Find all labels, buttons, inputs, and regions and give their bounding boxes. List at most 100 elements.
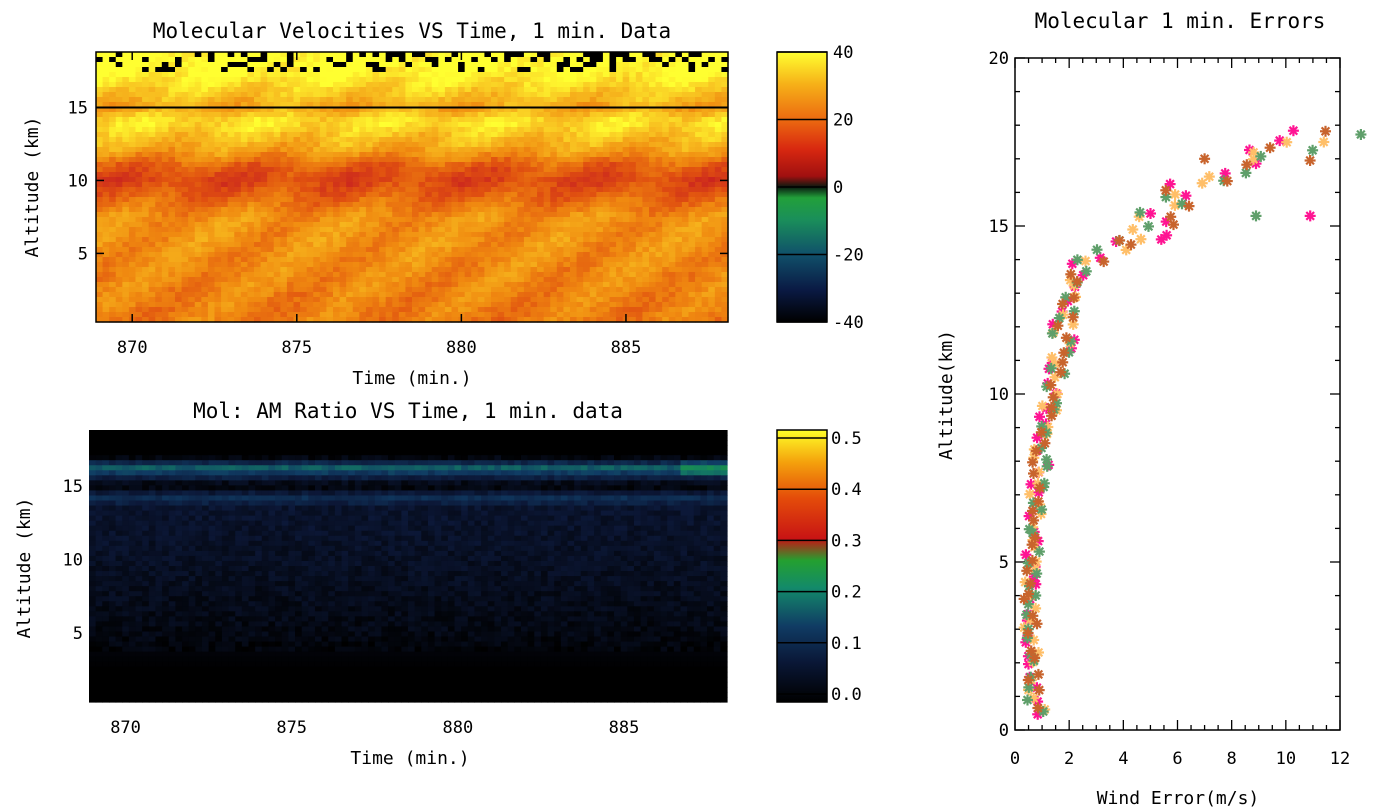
velocity-cell (267, 257, 275, 263)
velocity-cell (339, 247, 347, 253)
velocity-cell (293, 237, 301, 243)
velocity-cell (109, 82, 117, 88)
velocity-cell (523, 302, 532, 308)
velocity-cell (438, 297, 446, 303)
velocity-cell (240, 152, 249, 158)
velocity-cell (142, 277, 150, 283)
velocity-cell (622, 167, 630, 173)
velocity-cell (385, 177, 393, 183)
velocity-cell (622, 272, 630, 278)
velocity-cell (688, 177, 696, 183)
velocity-cell (418, 117, 426, 123)
velocity-cell (484, 67, 492, 73)
velocity-cell (510, 182, 518, 188)
velocity-cell (629, 172, 637, 178)
velocity-cell (543, 252, 551, 258)
velocity-cell (365, 232, 374, 238)
velocity-cell (273, 242, 281, 248)
velocity-cell (372, 217, 380, 223)
velocity-cell (142, 247, 150, 253)
velocity-cell (471, 282, 479, 288)
velocity-cell (254, 172, 262, 178)
velocity-cell (240, 107, 249, 113)
velocity-cell (714, 202, 723, 208)
velocity-cell (319, 162, 328, 168)
velocity-cell (688, 202, 696, 208)
velocity-cell (352, 247, 360, 253)
velocity-cell (477, 297, 486, 303)
velocity-cell (181, 107, 189, 113)
velocity-cell (293, 297, 301, 303)
velocity-cell (484, 192, 492, 198)
velocity-cell (359, 247, 367, 253)
velocity-cell (451, 232, 459, 238)
velocity-cell (543, 172, 551, 178)
velocity-cell (510, 162, 518, 168)
velocity-cell (563, 92, 571, 98)
velocity-cell (629, 147, 637, 153)
velocity-cell (721, 112, 729, 118)
velocity-cell (589, 167, 597, 173)
velocity-cell (398, 172, 407, 178)
velocity-cell (135, 292, 143, 298)
velocity-cell (96, 307, 104, 313)
velocity-cell (102, 222, 110, 228)
velocity-cell (234, 142, 242, 148)
velocity-cell (675, 57, 683, 63)
velocity-cell (221, 142, 229, 148)
velocity-cell (194, 162, 202, 168)
velocity-cell (247, 67, 255, 73)
velocity-cell (510, 227, 518, 233)
velocity-cell (642, 57, 650, 63)
velocity-cell (583, 287, 591, 293)
velocity-cell (662, 107, 670, 113)
velocity-cell (161, 292, 170, 298)
velocity-cell (201, 212, 209, 218)
velocity-cell (267, 177, 275, 183)
velocity-cell (405, 182, 413, 188)
velocity-cell (109, 307, 117, 313)
velocity-cell (352, 222, 360, 228)
velocity-cell (135, 307, 143, 313)
velocity-cell (326, 232, 334, 238)
velocity-cell (458, 292, 466, 298)
velocity-cell (168, 57, 176, 63)
velocity-cell (556, 247, 565, 253)
velocity-cell (181, 177, 189, 183)
velocity-cell (484, 117, 492, 123)
velocity-cell (379, 282, 387, 288)
velocity-cell (622, 262, 630, 268)
velocity-cell (477, 167, 486, 173)
velocity-cell (550, 72, 558, 78)
velocity-cell (517, 97, 525, 103)
velocity-cell (438, 172, 446, 178)
velocity-cell (438, 217, 446, 223)
velocity-cell (523, 77, 532, 83)
velocity-cell (142, 177, 150, 183)
velocity-cell (188, 62, 196, 68)
velocity-cell (642, 237, 650, 243)
velocity-cell (438, 287, 446, 293)
velocity-cell (510, 207, 518, 213)
velocity-cell (418, 247, 426, 253)
velocity-cell (517, 257, 525, 263)
velocity-cell (491, 297, 499, 303)
velocity-cell (319, 267, 328, 273)
velocity-cell (280, 142, 288, 148)
velocity-cell (491, 72, 499, 78)
velocity-cell (418, 147, 426, 153)
velocity-cell (412, 57, 420, 63)
velocity-cell (260, 297, 268, 303)
velocity-cell (135, 167, 143, 173)
velocity-cell (425, 127, 433, 133)
velocity-cell (214, 207, 222, 213)
velocity-cell (695, 112, 703, 118)
velocity-cell (293, 197, 301, 203)
velocity-cell (609, 132, 617, 138)
velocity-cell (655, 302, 663, 308)
velocity-cell (451, 102, 459, 108)
velocity-cell (721, 197, 729, 203)
velocity-cell (451, 197, 459, 203)
velocity-cell (438, 117, 446, 123)
velocity-cell (254, 297, 262, 303)
